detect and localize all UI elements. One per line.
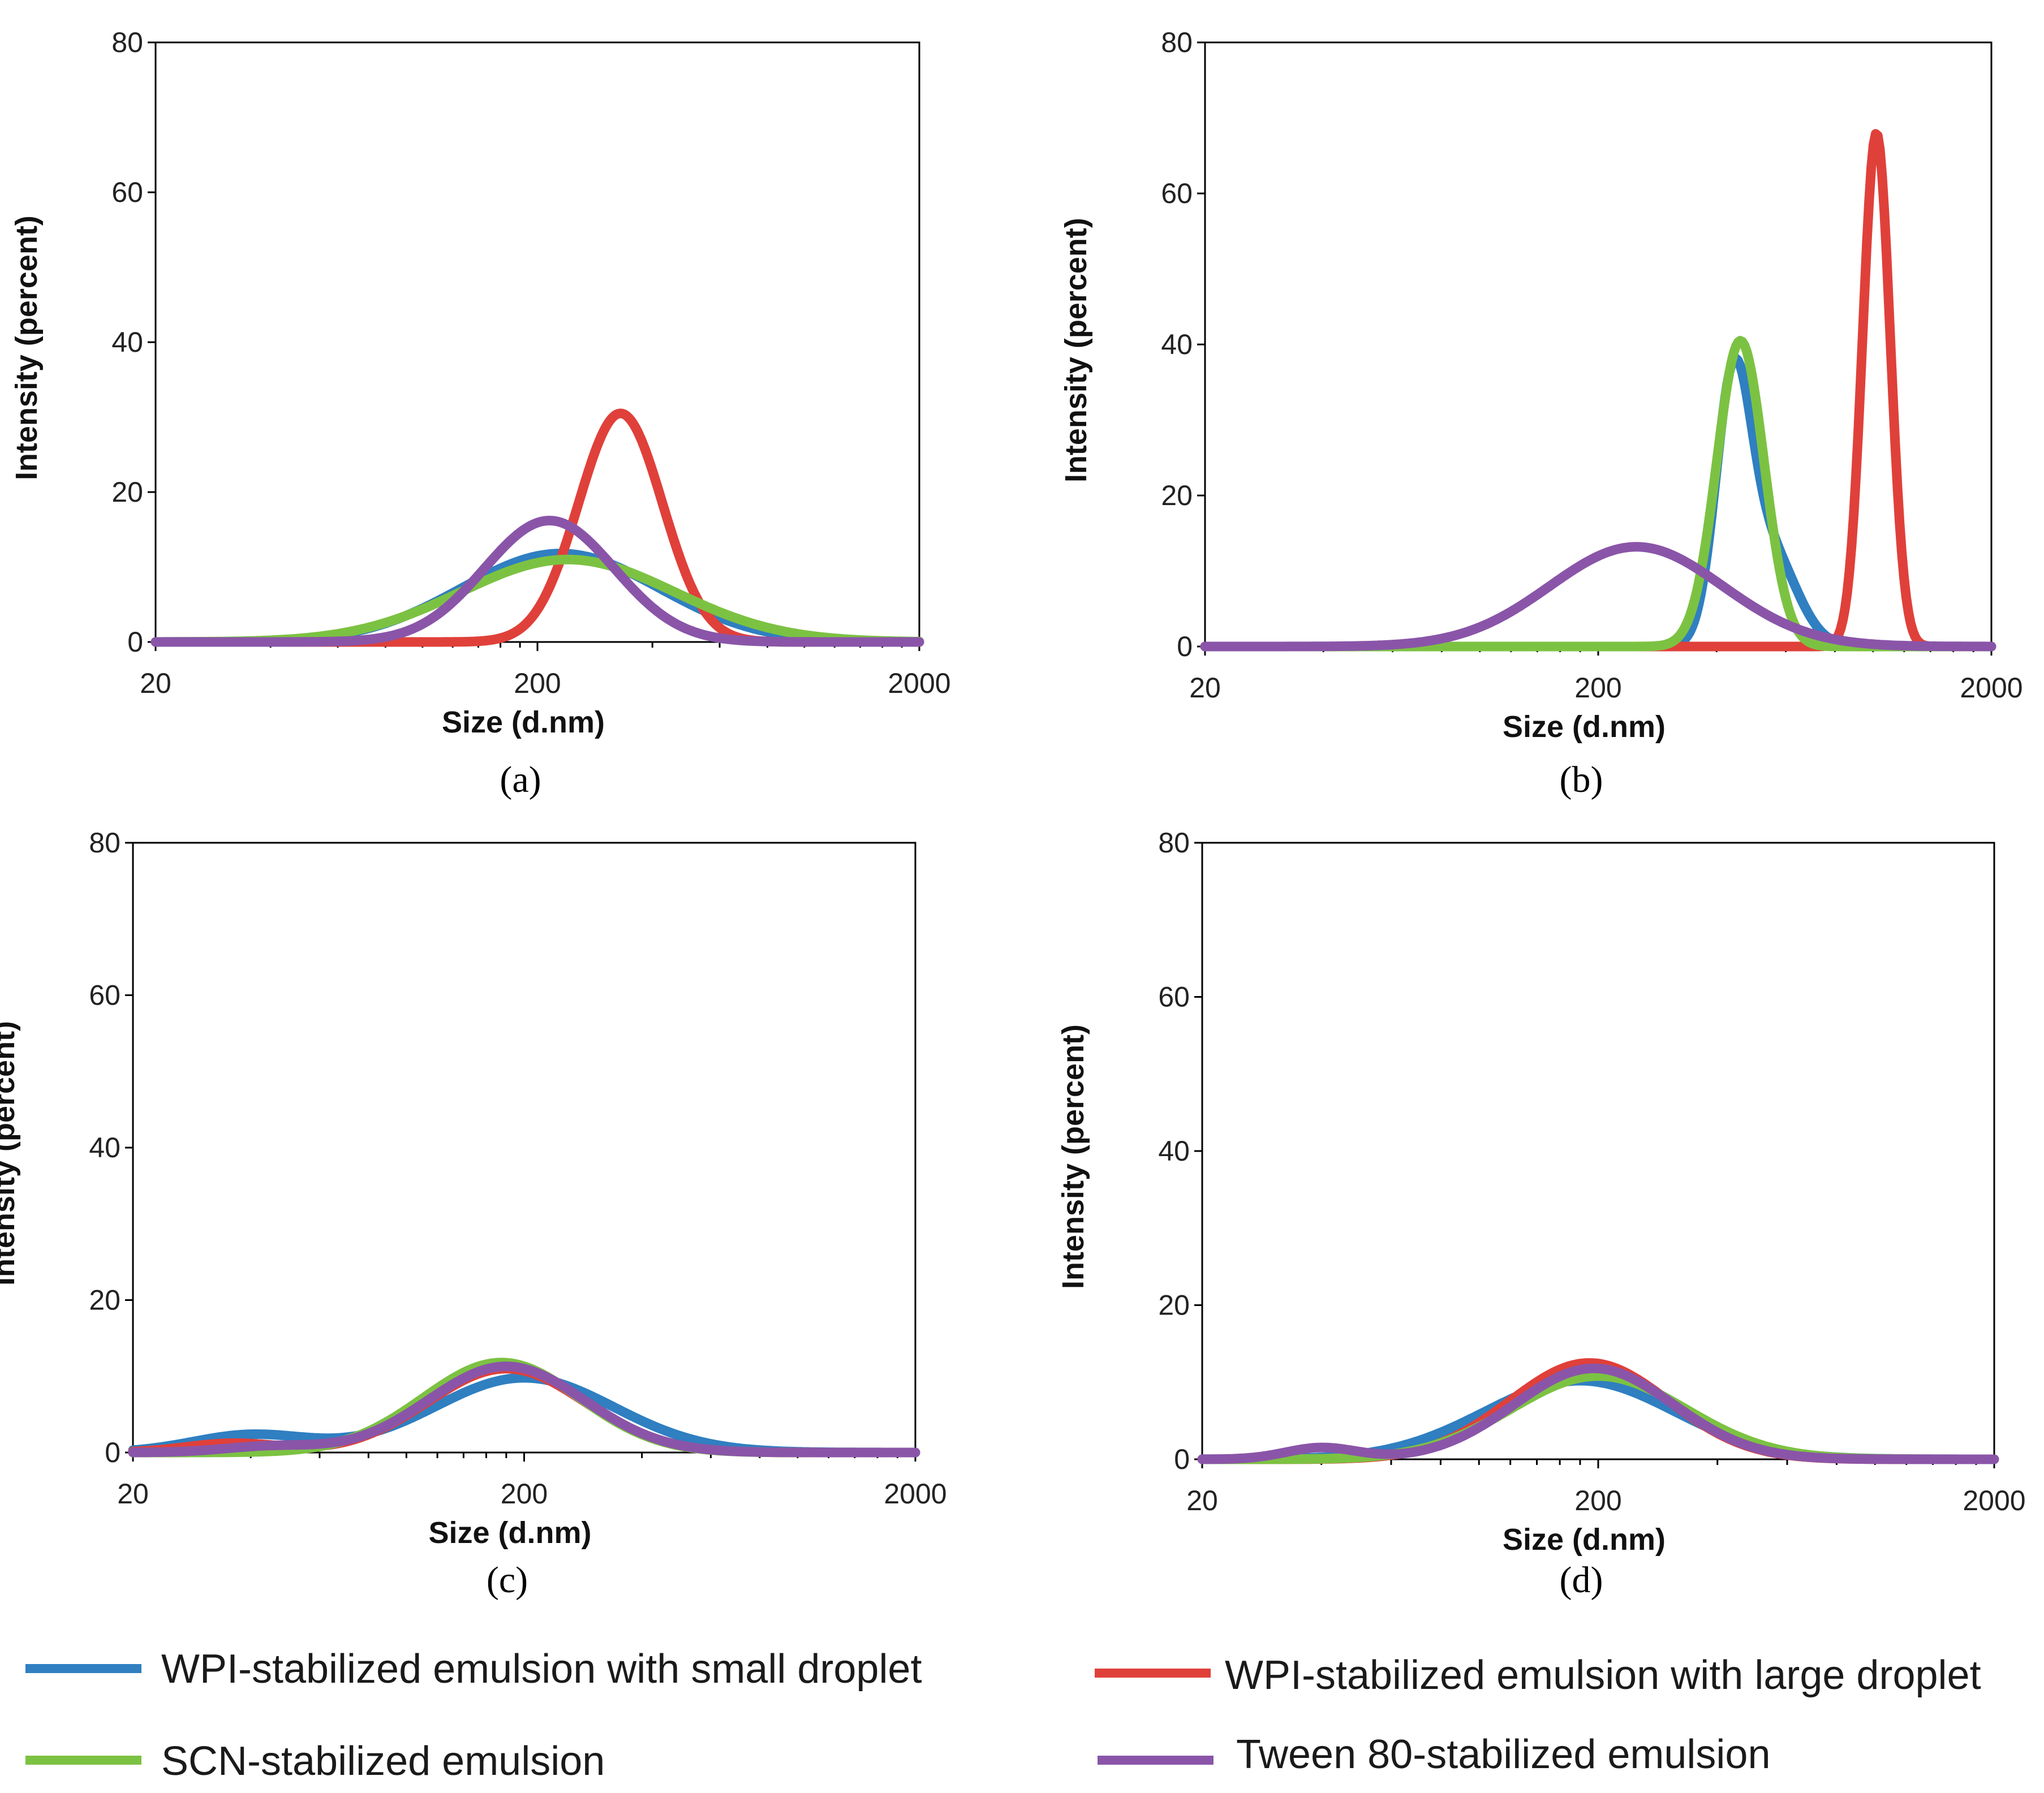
y-tick-label: 60 [1161, 178, 1193, 209]
y-tick-label: 20 [1161, 480, 1193, 511]
x-tick-label: 20 [1189, 672, 1221, 704]
panel-label: (b) [1560, 759, 1603, 800]
x-axis-title: Size (d.nm) [442, 705, 605, 739]
chart-panel-1: 0 20 40 60 80 20 200 2000 Size (d.nm) Intensity (… [10, 27, 951, 800]
x-axis-title: Size (d.nm) [1503, 1523, 1666, 1557]
y-tick-label: 40 [111, 326, 143, 358]
y-tick-label: 0 [1177, 631, 1193, 662]
y-tick-label: 60 [111, 176, 143, 208]
y-tick-label: 40 [1161, 329, 1193, 360]
x-tick-label: 2000 [884, 1478, 946, 1510]
series-line-tween80 [128, 1361, 920, 1458]
legend-label-tween80: Tween 80-stabilized emulsion [1236, 1732, 1771, 1777]
y-tick-label: 20 [1158, 1290, 1190, 1321]
plot-frame [132, 842, 916, 1454]
y-tick-label: 40 [1158, 1135, 1190, 1167]
y-axis-title: Intensity (percent) [10, 215, 44, 480]
panel-label: (d) [1560, 1559, 1603, 1601]
series-line-tween80 [1197, 1363, 1999, 1464]
x-tick-label: 20 [117, 1478, 149, 1510]
y-tick-label: 0 [1174, 1443, 1190, 1475]
chart-panel-3: 0 20 40 60 80 20 200 2000 Size (d.nm) Intensity (… [0, 827, 947, 1601]
x-tick-label: 2000 [1963, 1485, 2025, 1516]
y-axis-title: Intensity (percent) [1059, 218, 1093, 482]
legend-label-wpi_small: WPI-stabilized emulsion with small dropl… [161, 1647, 922, 1692]
chart-panel-2: 0 20 40 60 80 20 200 2000 Size (d.nm) Intensity (… [1059, 27, 2023, 800]
x-tick-label: 2000 [1960, 672, 2023, 704]
y-tick-label: 60 [89, 980, 121, 1011]
panel-label: (c) [487, 1559, 528, 1601]
legend-label-wpi_large: WPI-stabilized emulsion with large dropl… [1225, 1653, 1981, 1698]
y-tick-label: 80 [111, 27, 143, 58]
x-tick-label: 20 [1186, 1485, 1218, 1516]
y-tick-label: 80 [89, 827, 121, 859]
legend: WPI-stabilized emulsion with small dropl… [25, 1647, 1981, 1784]
y-tick-label: 20 [111, 476, 143, 508]
series-line-wpi_small [1200, 354, 1996, 652]
series-line-wpi_large [1200, 129, 1996, 652]
x-tick-label: 200 [514, 667, 561, 699]
x-tick-label: 200 [1574, 672, 1621, 704]
x-tick-label: 2000 [888, 667, 950, 699]
series-line-tween80 [150, 515, 924, 647]
legend-label-scn: SCN-stabilized emulsion [161, 1739, 605, 1784]
x-tick-label: 200 [501, 1478, 548, 1510]
panel-label: (a) [500, 759, 541, 800]
series-line-scn [1200, 335, 1996, 652]
y-tick-label: 20 [89, 1285, 121, 1316]
y-tick-label: 0 [127, 626, 143, 658]
y-tick-label: 80 [1161, 27, 1193, 58]
y-tick-label: 0 [105, 1437, 121, 1468]
y-tick-label: 80 [1158, 827, 1190, 859]
y-axis-title: Intensity (percent) [0, 1021, 21, 1286]
x-tick-label: 200 [1574, 1485, 1621, 1516]
series-line-tween80 [1200, 542, 1996, 652]
chart-panel-4: 0 20 40 60 80 20 200 2000 Size (d.nm) Intensity (… [1056, 827, 2026, 1601]
x-axis-title: Size (d.nm) [428, 1516, 591, 1550]
x-tick-label: 20 [140, 667, 171, 699]
x-axis-title: Size (d.nm) [1503, 710, 1666, 744]
y-axis-title: Intensity (percent) [1056, 1024, 1090, 1289]
y-tick-label: 40 [89, 1132, 121, 1163]
y-tick-label: 60 [1158, 981, 1190, 1013]
